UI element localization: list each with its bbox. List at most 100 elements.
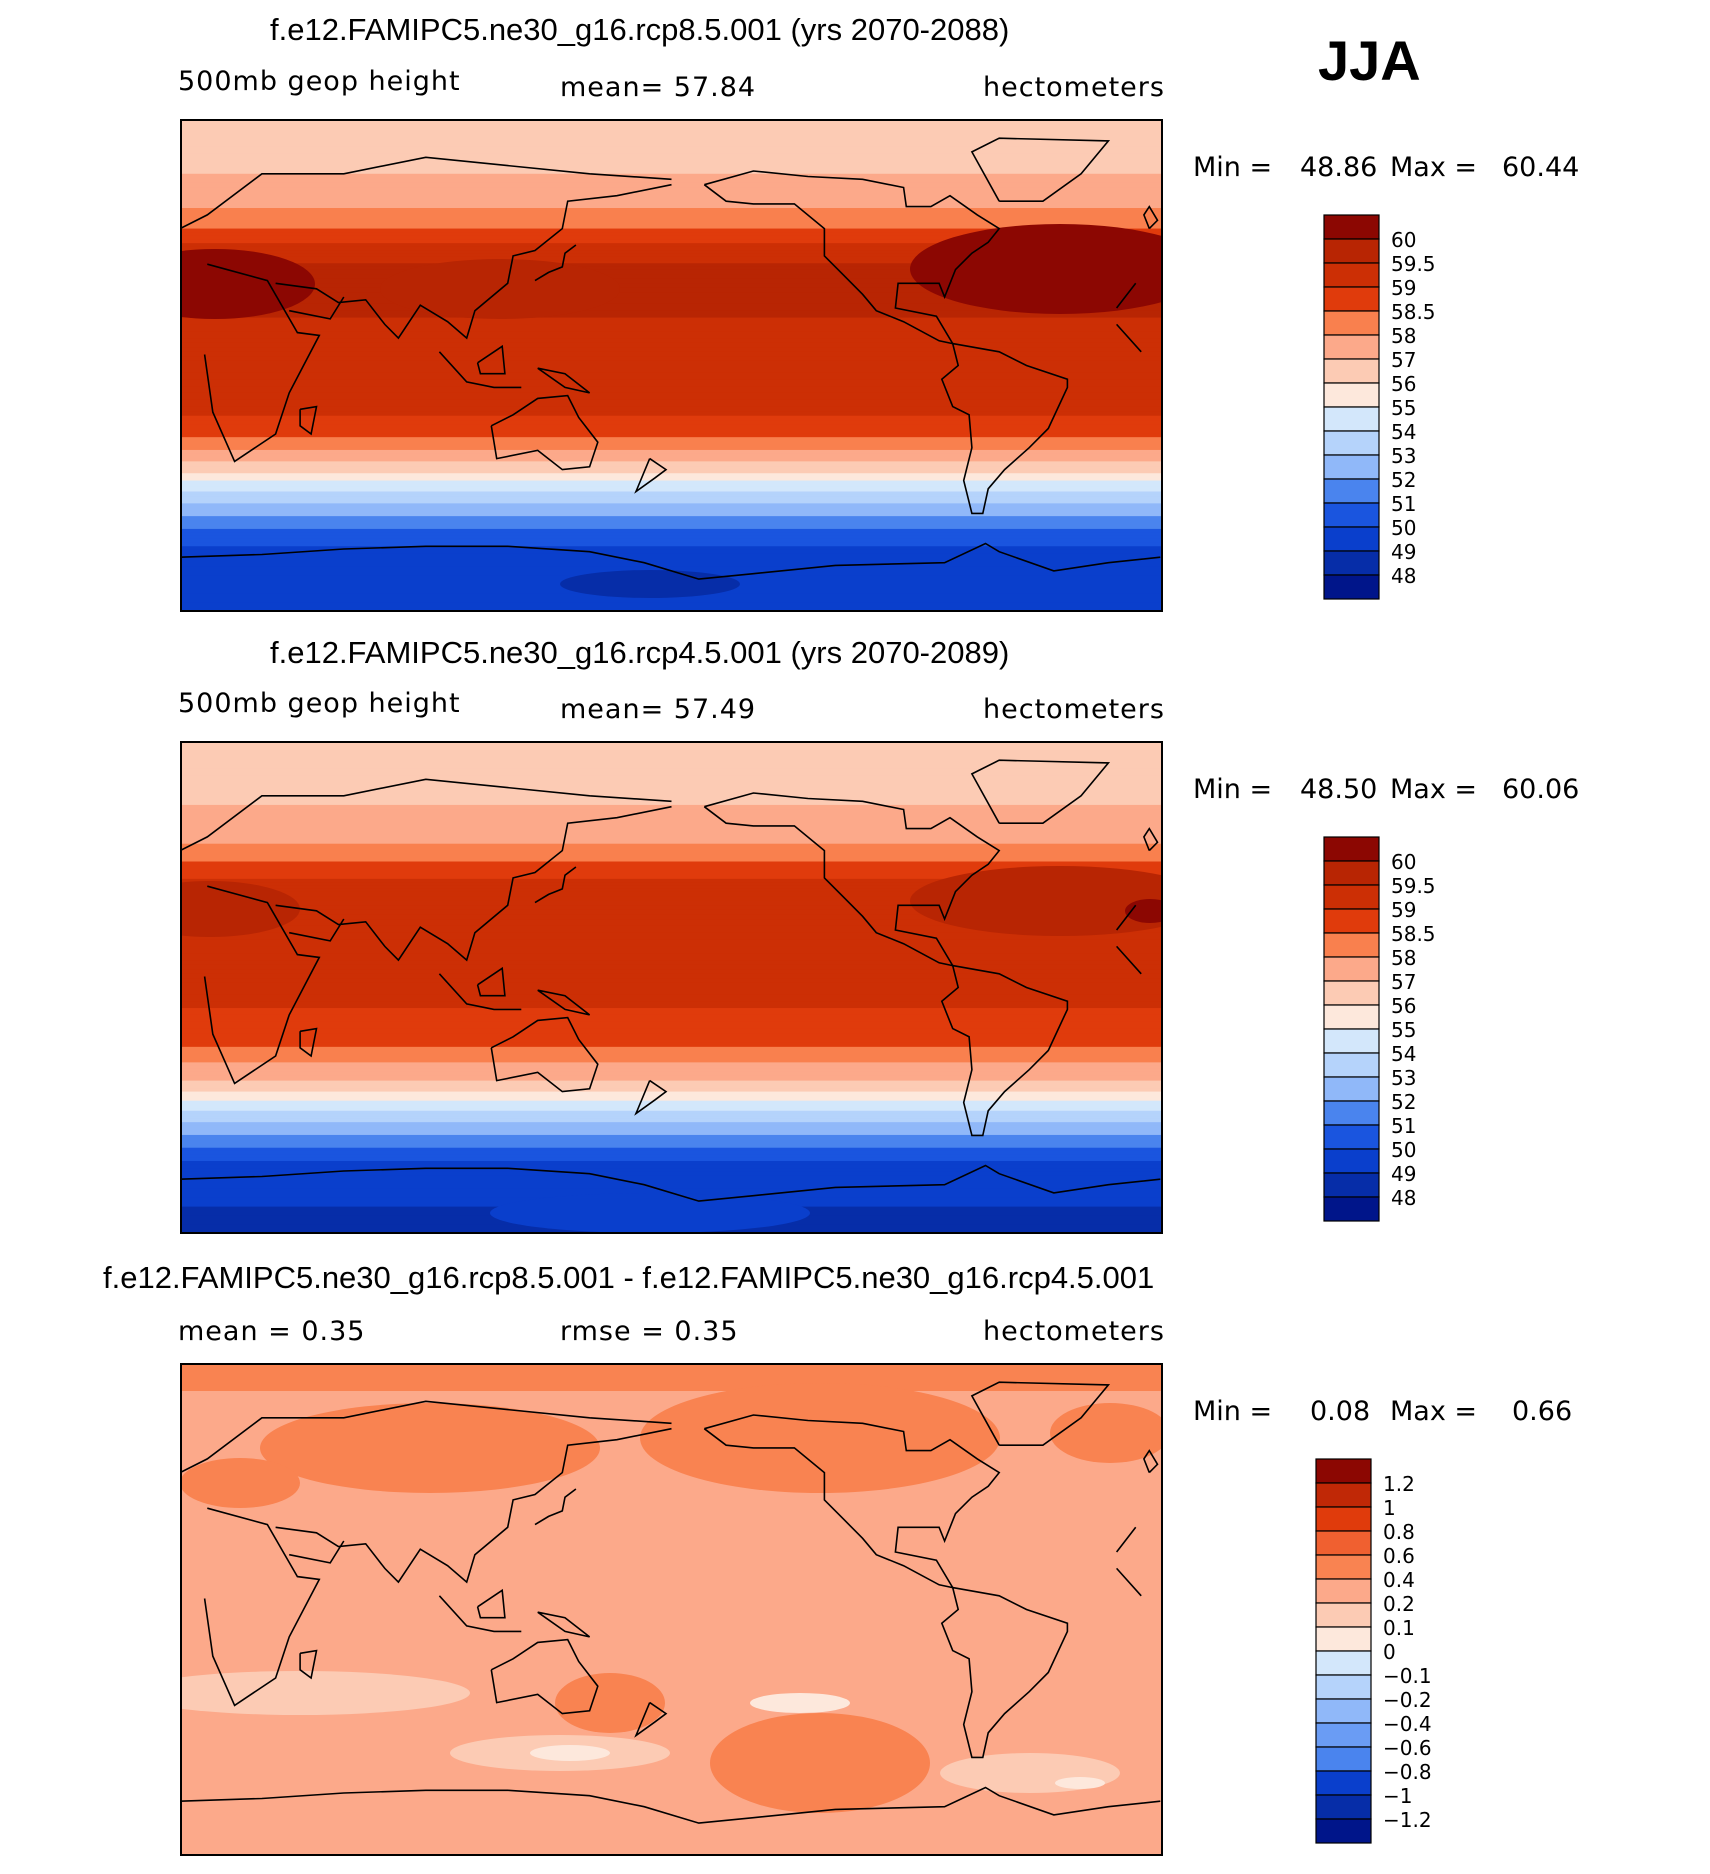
colorbar-swatch bbox=[1323, 262, 1380, 288]
zonal-band bbox=[180, 1110, 1163, 1115]
colorbar-swatch bbox=[1323, 286, 1380, 312]
coastline-segment bbox=[275, 1427, 672, 1584]
coastline-segment bbox=[634, 1701, 668, 1738]
panel1-title: f.e12.FAMIPC5.ne30_g16.rcp8.5.001 (yrs 2… bbox=[270, 12, 1010, 47]
panel1-min-label: Min = bbox=[1193, 152, 1273, 183]
zonal-band bbox=[180, 754, 1163, 763]
panel1-frame bbox=[180, 119, 1163, 612]
zonal-band bbox=[180, 1128, 1163, 1133]
zonal-band bbox=[180, 1150, 1163, 1155]
zonal-band bbox=[180, 372, 1163, 380]
panel3-min-value: 0.08 bbox=[1310, 1396, 1371, 1427]
zonal-band bbox=[180, 782, 1163, 788]
colorbar-swatch bbox=[1323, 1148, 1380, 1174]
zonal-band bbox=[180, 512, 1163, 517]
panel1-antarctic-low bbox=[560, 570, 740, 598]
panel3-nz-high bbox=[555, 1673, 665, 1733]
colorbar-label: −1 bbox=[1383, 1784, 1412, 1808]
panel2-n-africa-max bbox=[180, 881, 300, 937]
colorbar-label: 0.8 bbox=[1383, 1520, 1415, 1544]
colorbar-swatch bbox=[1315, 1626, 1372, 1652]
colorbar-swatch bbox=[1323, 526, 1380, 552]
zonal-band bbox=[180, 453, 1163, 457]
zonal-band bbox=[180, 342, 1163, 348]
zonal-band bbox=[180, 1108, 1163, 1112]
zonal-band bbox=[180, 525, 1163, 530]
coastline-segment bbox=[180, 1164, 1161, 1202]
zonal-band bbox=[180, 469, 1163, 473]
coastline-segment bbox=[438, 351, 522, 389]
colorbar-label: −0.2 bbox=[1383, 1688, 1432, 1712]
zonal-band bbox=[180, 503, 1163, 508]
colorbar-label: 59 bbox=[1391, 276, 1416, 300]
zonal-band bbox=[180, 473, 1163, 476]
coastline-segment bbox=[970, 759, 1111, 824]
zonal-band bbox=[180, 178, 1163, 184]
colorbar-label: 50 bbox=[1391, 516, 1416, 540]
zonal-band bbox=[180, 786, 1163, 792]
zonal-band bbox=[180, 287, 1163, 294]
colorbar-label: 57 bbox=[1391, 348, 1416, 372]
coastline-segment bbox=[289, 918, 345, 942]
panel2-iberia-max bbox=[1125, 899, 1163, 923]
zonal-band bbox=[180, 139, 1163, 147]
panel1-max-label: Max = bbox=[1390, 152, 1478, 183]
zonal-band bbox=[180, 243, 1163, 248]
zonal-band bbox=[180, 593, 1163, 604]
coastline-segment bbox=[180, 1400, 672, 1474]
zonal-band bbox=[180, 201, 1163, 209]
colorbar-swatch bbox=[1315, 1746, 1372, 1772]
zonal-band bbox=[180, 208, 1163, 216]
panel3-regional-features bbox=[180, 1363, 1163, 1813]
zonal-band bbox=[180, 861, 1163, 866]
panel3-s-indian-low bbox=[180, 1671, 470, 1715]
zonal-band bbox=[180, 232, 1163, 237]
zonal-band bbox=[180, 1068, 1163, 1073]
panel2-field bbox=[180, 741, 1163, 1234]
colorbar-label: 51 bbox=[1391, 492, 1416, 516]
coastline-segment bbox=[476, 966, 506, 997]
zonal-band bbox=[180, 173, 1163, 179]
zonal-band bbox=[180, 891, 1163, 897]
zonal-band bbox=[180, 960, 1163, 966]
colorbar-swatch bbox=[1323, 454, 1380, 480]
zonal-band bbox=[180, 1075, 1163, 1079]
coastline-segment bbox=[203, 1507, 1142, 1707]
zonal-band bbox=[180, 274, 1163, 280]
zonal-band bbox=[180, 449, 1163, 454]
coastline-segment bbox=[1143, 205, 1159, 230]
panel3-max-label: Max = bbox=[1390, 1396, 1478, 1427]
zonal-band bbox=[180, 455, 1163, 460]
coastline-segment bbox=[940, 342, 1069, 515]
coastline-segment bbox=[703, 1414, 1001, 1589]
zonal-band bbox=[180, 1125, 1163, 1130]
panel3-n-america-high bbox=[640, 1383, 1000, 1493]
zonal-band bbox=[180, 260, 1163, 264]
zonal-band bbox=[180, 843, 1163, 852]
zonal-band bbox=[180, 1144, 1163, 1149]
zonal-band bbox=[180, 471, 1163, 474]
colorbar-label: 52 bbox=[1391, 1090, 1416, 1114]
colorbar-swatch bbox=[1323, 334, 1380, 360]
zonal-band bbox=[180, 1077, 1163, 1082]
zonal-band bbox=[180, 496, 1163, 501]
zonal-band bbox=[180, 1160, 1163, 1166]
panel1-units: hectometers bbox=[983, 72, 1165, 103]
coastline-segment bbox=[537, 1611, 591, 1638]
coastline-segment bbox=[299, 1027, 318, 1058]
zonal-band bbox=[180, 278, 1163, 284]
zonal-band bbox=[180, 1154, 1163, 1158]
zonal-band bbox=[180, 865, 1163, 870]
zonal-band bbox=[180, 538, 1163, 544]
coastline-segment bbox=[534, 866, 577, 904]
zonal-band bbox=[180, 1071, 1163, 1076]
zonal-band bbox=[180, 310, 1163, 319]
colorbar-label: 58.5 bbox=[1391, 300, 1436, 324]
zonal-band bbox=[180, 1014, 1163, 1023]
zonal-band bbox=[180, 888, 1163, 893]
zonal-band bbox=[180, 488, 1163, 493]
zonal-band bbox=[180, 535, 1163, 540]
zonal-band bbox=[180, 386, 1163, 394]
zonal-band bbox=[180, 519, 1163, 524]
